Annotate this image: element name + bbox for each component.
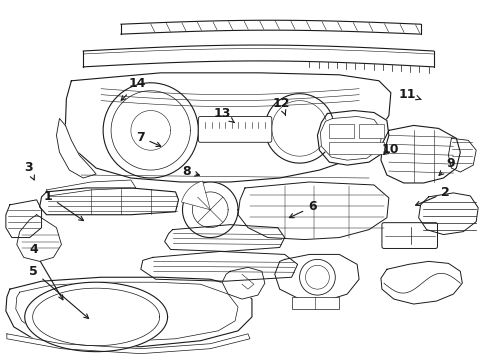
Polygon shape	[447, 138, 475, 172]
Text: 10: 10	[381, 143, 398, 156]
FancyBboxPatch shape	[381, 223, 437, 248]
Polygon shape	[238, 182, 388, 239]
Text: 6: 6	[289, 200, 316, 218]
Polygon shape	[380, 125, 459, 183]
Polygon shape	[418, 193, 477, 235]
Polygon shape	[317, 111, 388, 165]
Text: 3: 3	[24, 161, 34, 180]
Polygon shape	[320, 117, 381, 160]
Polygon shape	[222, 267, 264, 299]
Polygon shape	[40, 188, 178, 215]
Text: 11: 11	[398, 88, 420, 101]
Text: 4: 4	[29, 243, 63, 300]
Polygon shape	[182, 182, 238, 238]
Bar	[291, 297, 339, 309]
Polygon shape	[16, 282, 238, 342]
Bar	[328, 142, 383, 154]
Text: 7: 7	[136, 131, 161, 147]
Bar	[328, 125, 353, 138]
Text: 5: 5	[29, 265, 88, 319]
Text: 9: 9	[438, 157, 454, 175]
Polygon shape	[164, 225, 284, 251]
FancyBboxPatch shape	[198, 117, 271, 142]
Wedge shape	[181, 181, 210, 210]
Text: 8: 8	[182, 165, 199, 177]
Polygon shape	[380, 261, 461, 304]
Polygon shape	[65, 73, 390, 182]
Bar	[358, 125, 383, 138]
Polygon shape	[274, 255, 358, 301]
Polygon shape	[6, 277, 251, 347]
Text: 14: 14	[121, 77, 146, 100]
Text: 2: 2	[415, 186, 449, 206]
Polygon shape	[6, 200, 41, 238]
Polygon shape	[46, 180, 136, 196]
Polygon shape	[7, 334, 249, 354]
Polygon shape	[17, 215, 61, 261]
Polygon shape	[141, 251, 297, 281]
Text: 1: 1	[43, 190, 83, 221]
Polygon shape	[25, 282, 167, 352]
Text: 12: 12	[272, 97, 289, 115]
Polygon shape	[56, 118, 96, 178]
Text: 13: 13	[214, 107, 234, 122]
